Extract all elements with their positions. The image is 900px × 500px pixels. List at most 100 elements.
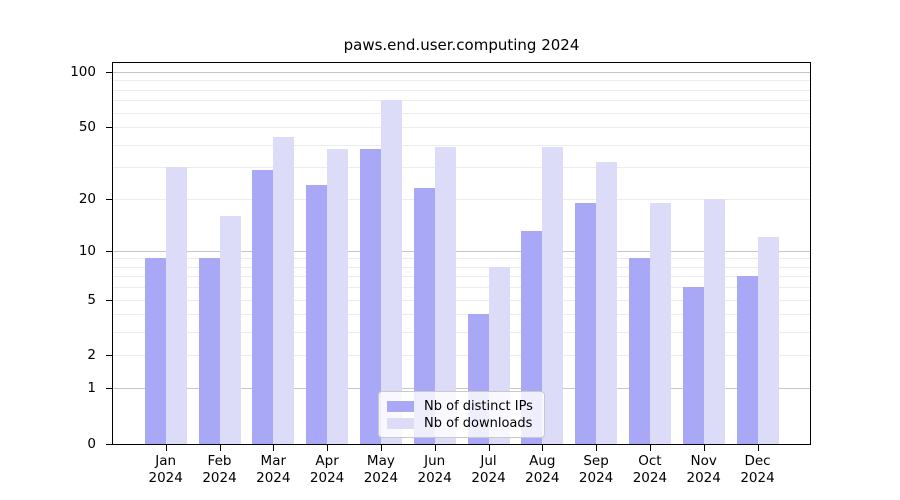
y-tick-label-5: 5	[87, 291, 96, 308]
x-tick-month-oct: Oct	[638, 453, 662, 469]
x-tick-dec	[757, 445, 759, 451]
bar-downloads-nov	[703, 198, 725, 444]
y-tick-label-100: 100	[70, 64, 96, 80]
x-tick-year-may: 2024	[363, 470, 399, 486]
gridline-major-10	[113, 250, 810, 252]
x-tick-month-jun: Jun	[424, 453, 446, 469]
bar-downloads-jan	[165, 167, 187, 444]
legend-label-distinct-ips: Nb of distinct IPs	[424, 399, 533, 414]
x-tick-label-sep: Sep 2024	[556, 453, 636, 487]
x-tick-may	[380, 445, 382, 451]
x-tick-month-sep: Sep	[583, 453, 609, 469]
x-tick-sep	[596, 445, 598, 451]
bar-ips-may	[359, 148, 381, 444]
bar-ips-nov	[682, 287, 704, 444]
x-tick-jun	[434, 445, 436, 451]
x-tick-label-feb: Feb 2024	[180, 453, 260, 487]
y-tick-1	[106, 388, 112, 390]
x-tick-year-feb: 2024	[202, 470, 237, 486]
bar-ips-jan	[144, 258, 166, 444]
bar-ips-jun	[413, 187, 435, 444]
x-tick-month-may: May	[366, 453, 395, 469]
y-tick-label-50: 50	[78, 119, 96, 136]
gridline-minor-70	[113, 100, 810, 102]
bar-downloads-feb	[219, 215, 241, 444]
x-tick-aug	[542, 445, 544, 451]
gridline-minor-9	[113, 258, 810, 260]
y-tick-5	[106, 299, 112, 301]
y-tick-0	[106, 444, 112, 445]
gridline-minor-20	[113, 198, 810, 200]
bar-downloads-oct	[649, 202, 671, 444]
gridline-minor-60	[113, 112, 810, 114]
gridline-minor-5	[113, 299, 810, 301]
y-tick-20	[106, 198, 112, 200]
x-tick-month-jan: Jan	[155, 453, 177, 469]
x-tick-label-may: May 2024	[341, 453, 421, 487]
x-tick-jan	[165, 445, 167, 451]
legend-swatch-downloads-icon	[387, 418, 414, 429]
gridline-minor-7	[113, 276, 810, 278]
x-tick-year-sep: 2024	[578, 470, 614, 486]
x-tick-month-dec: Dec	[744, 453, 771, 469]
bar-downloads-jun	[434, 146, 456, 444]
bar-ips-mar	[252, 169, 274, 444]
bar-ips-dec	[736, 276, 758, 444]
gridline-minor-4	[113, 314, 810, 316]
legend-label-downloads: Nb of downloads	[424, 416, 533, 431]
gridline-major-100	[113, 72, 810, 73]
y-tick-label-1: 1	[87, 380, 96, 397]
legend: Nb of distinct IPs Nb of downloads	[378, 391, 545, 438]
x-tick-month-feb: Feb	[207, 453, 232, 469]
chart-title: paws.end.user.computing 2024	[343, 36, 580, 54]
bar-downloads-mar	[273, 137, 295, 444]
legend-item-distinct-ips: Nb of distinct IPs	[387, 398, 536, 415]
bar-ips-oct	[628, 258, 650, 444]
x-tick-label-oct: Oct 2024	[610, 453, 690, 487]
gridline-minor-2	[113, 355, 810, 357]
bar-downloads-aug	[542, 146, 564, 444]
bar-ips-feb	[198, 258, 220, 444]
legend-swatch-ips-icon	[387, 401, 414, 412]
y-tick-label-0: 0	[87, 436, 96, 452]
x-tick-year-dec: 2024	[740, 470, 775, 486]
gridline-minor-40	[113, 144, 810, 146]
x-tick-year-jul: 2024	[471, 470, 506, 486]
x-tick-month-nov: Nov	[690, 453, 717, 469]
bar-downloads-apr	[327, 148, 349, 444]
x-tick-nov	[703, 445, 705, 451]
bar-downloads-sep	[596, 162, 618, 444]
x-tick-month-mar: Mar	[260, 453, 287, 469]
x-tick-label-apr: Apr 2024	[287, 453, 367, 487]
gridline-minor-50	[113, 127, 810, 129]
x-tick-apr	[327, 445, 329, 451]
bar-ips-aug	[521, 231, 543, 444]
legend-item-downloads: Nb of downloads	[387, 415, 536, 432]
plot-inner	[113, 63, 810, 444]
y-tick-label-20: 20	[78, 190, 96, 207]
gridline-minor-30	[113, 167, 810, 169]
gridline-minor-3	[113, 332, 810, 334]
bar-ips-apr	[306, 184, 328, 444]
y-tick-10	[106, 250, 112, 252]
x-tick-year-mar: 2024	[256, 470, 291, 486]
gridline-minor-6	[113, 287, 810, 289]
x-tick-year-oct: 2024	[632, 470, 668, 486]
y-tick-100	[106, 72, 112, 73]
x-tick-year-nov: 2024	[686, 470, 721, 486]
x-tick-jul	[488, 445, 490, 451]
y-tick-2	[106, 355, 112, 357]
x-tick-month-jul: Jul	[480, 453, 497, 469]
x-tick-label-mar: Mar 2024	[233, 453, 313, 487]
x-tick-label-jun: Jun 2024	[395, 453, 475, 487]
gridline-minor-8	[113, 266, 810, 268]
x-tick-year-aug: 2024	[525, 470, 560, 486]
plot-area	[112, 62, 811, 445]
x-tick-feb	[219, 445, 221, 451]
x-tick-label-nov: Nov 2024	[664, 453, 744, 487]
x-tick-label-jan: Jan 2024	[126, 453, 206, 487]
x-tick-oct	[649, 445, 651, 451]
x-tick-mar	[273, 445, 275, 451]
y-tick-50	[106, 127, 112, 129]
